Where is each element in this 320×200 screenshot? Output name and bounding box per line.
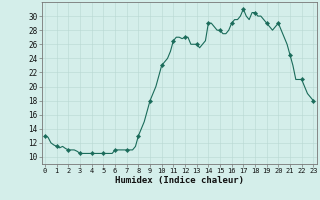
- X-axis label: Humidex (Indice chaleur): Humidex (Indice chaleur): [115, 176, 244, 185]
